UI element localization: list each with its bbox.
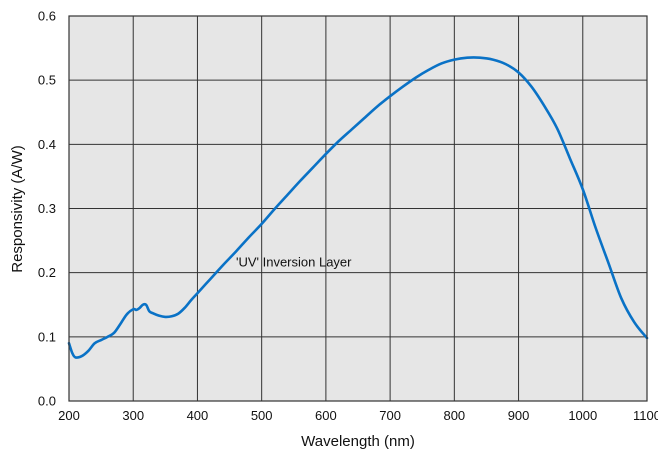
y-axis-title: Responsivity (A/W) [9, 145, 26, 273]
x-tick-label: 900 [508, 408, 530, 423]
x-tick-label: 200 [58, 408, 80, 423]
responsivity-curve [67, 56, 649, 359]
x-tick-label: 300 [122, 408, 144, 423]
x-axis-title: Wavelength (nm) [301, 433, 415, 450]
x-tick-label: 1000 [568, 408, 597, 423]
grid-lines [69, 16, 647, 401]
y-tick-label: 0.6 [38, 9, 56, 24]
x-tick-label: 800 [443, 408, 465, 423]
y-tick-label: 0.5 [38, 73, 56, 88]
y-tick-label: 0.1 [38, 329, 56, 344]
x-tick-label: 700 [379, 408, 401, 423]
y-tick-label: 0.4 [38, 137, 56, 152]
x-tick-label: 500 [251, 408, 273, 423]
x-tick-label: 1100 [633, 408, 658, 423]
y-tick-label: 0.3 [38, 201, 56, 216]
x-tick-label: 400 [187, 408, 209, 423]
y-tick-label: 0.2 [38, 265, 56, 280]
plot-border [68, 15, 648, 402]
y-tick-labels: 0.0 0.1 0.2 0.3 0.4 0.5 0.6 [38, 9, 56, 409]
uv-inversion-layer-annotation: 'UV' Inversion Layer [236, 254, 352, 269]
y-tick-label: 0.0 [38, 394, 56, 409]
x-tick-label: 600 [315, 408, 337, 423]
x-tick-labels: 200 300 400 500 600 700 800 900 1000 1100 [58, 408, 658, 423]
